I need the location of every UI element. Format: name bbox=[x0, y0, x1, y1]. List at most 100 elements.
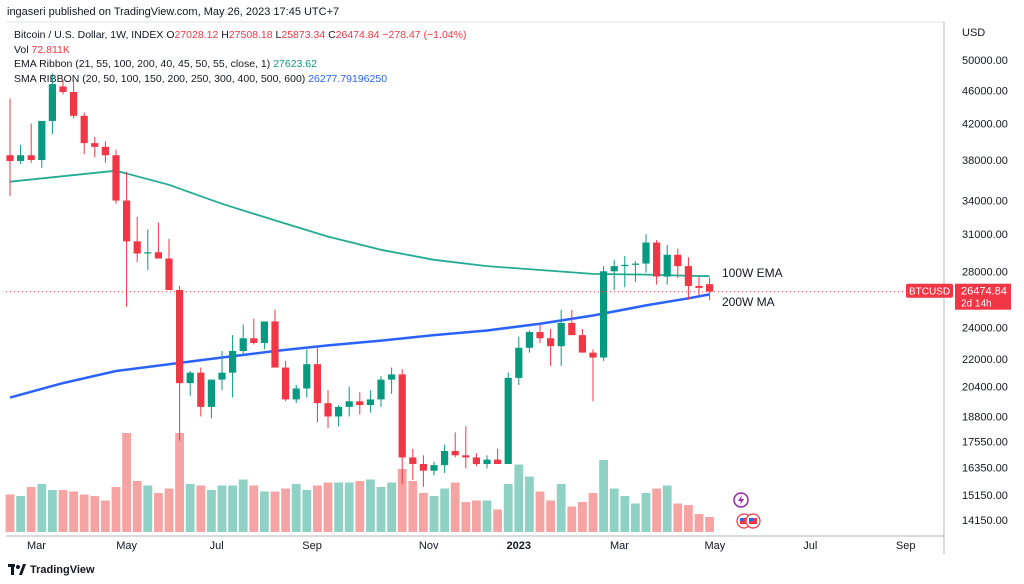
legend-symbol[interactable]: Bitcoin / U.S. Dollar, 1W, INDEX bbox=[14, 29, 164, 41]
volume-bar bbox=[281, 488, 290, 532]
volume-bar bbox=[366, 479, 375, 532]
candle-body bbox=[504, 377, 512, 465]
candle-body bbox=[547, 338, 555, 347]
legend-volume-label[interactable]: Vol bbox=[14, 43, 29, 56]
legend-sma-label[interactable]: SMA RIBBON (20, 50, 100, 150, 200, 250, … bbox=[14, 72, 306, 85]
y-tick-label: 16350.00 bbox=[962, 462, 1008, 474]
volume-bar bbox=[344, 482, 354, 532]
candle-body bbox=[271, 321, 279, 368]
volume-bar bbox=[16, 496, 25, 532]
volume-bar bbox=[376, 487, 386, 532]
footer-brand[interactable]: TradingView bbox=[8, 564, 95, 576]
x-tick-label: May bbox=[116, 540, 137, 552]
candle-body bbox=[123, 200, 131, 242]
volume-bar bbox=[291, 484, 301, 532]
candle-body bbox=[695, 285, 703, 288]
volume-bar bbox=[673, 503, 683, 532]
candle-body bbox=[207, 379, 215, 407]
legend-sma-row: SMA RIBBON (20, 50, 100, 150, 200, 250, … bbox=[14, 72, 466, 87]
candle-body bbox=[229, 350, 237, 373]
y-tick-label: 31000.00 bbox=[962, 229, 1008, 241]
legend-symbol-row: Bitcoin / U.S. Dollar, 1W, INDEX O27028.… bbox=[14, 28, 466, 43]
legend-ema-row: EMA Ribbon (21, 55, 100, 200, 40, 45, 50… bbox=[14, 57, 466, 72]
volume-bar bbox=[69, 491, 78, 532]
candle-body bbox=[600, 271, 608, 358]
candle-body bbox=[80, 115, 88, 144]
y-tick-label: 22000.00 bbox=[962, 354, 1008, 366]
y-tick-label: 17550.00 bbox=[962, 437, 1008, 449]
symbol-badge bbox=[906, 283, 953, 298]
volume-bar bbox=[228, 485, 237, 532]
candle-body bbox=[398, 374, 406, 458]
candle-body bbox=[536, 332, 544, 339]
y-tick-label: 28000.00 bbox=[962, 266, 1008, 278]
candle-body bbox=[197, 372, 205, 407]
candle-body bbox=[684, 266, 692, 286]
candle-body bbox=[409, 457, 417, 465]
price-badge-countdown: 2d 14h bbox=[961, 299, 992, 310]
candle-body bbox=[38, 120, 46, 161]
candle-body bbox=[91, 143, 99, 147]
legend-sma-value: 26277.79196250 bbox=[308, 72, 388, 85]
volume-bar bbox=[5, 494, 15, 532]
volume-bar bbox=[397, 469, 407, 532]
volume-bar bbox=[419, 493, 428, 532]
candle-body bbox=[430, 465, 438, 471]
candle-body bbox=[6, 155, 14, 161]
candle-body bbox=[663, 254, 671, 277]
volume-bar bbox=[175, 433, 184, 532]
volume-bar bbox=[662, 485, 672, 532]
y-tick-label: 24000.00 bbox=[962, 322, 1008, 334]
candle-body bbox=[335, 406, 343, 417]
candle-body bbox=[642, 242, 650, 264]
sma-200w-line bbox=[9, 293, 710, 399]
volume-bar bbox=[260, 491, 269, 532]
currency-label[interactable]: USD bbox=[962, 27, 986, 39]
x-tick-label: May bbox=[705, 540, 726, 552]
volume-bar bbox=[450, 482, 460, 532]
candle-body bbox=[653, 242, 661, 277]
y-tick-label: 46000.00 bbox=[962, 85, 1008, 97]
y-tick-label: 15150.00 bbox=[962, 490, 1008, 502]
volume-bar bbox=[90, 496, 100, 532]
event-icons bbox=[733, 492, 761, 529]
candle-body bbox=[366, 399, 374, 406]
volume-bar bbox=[482, 500, 492, 532]
volume-bar bbox=[525, 476, 534, 532]
volume-bar bbox=[620, 496, 630, 532]
legend-change: −278.47 (−1.04%) bbox=[382, 29, 467, 41]
legend-low-value: 25873.34 bbox=[281, 29, 326, 41]
legend-open-label: O bbox=[166, 29, 175, 41]
footer-brand-label: TradingView bbox=[30, 564, 95, 576]
candle-body bbox=[165, 258, 173, 290]
candle-body bbox=[589, 352, 597, 358]
ema-annotation: 100W EMA bbox=[722, 266, 783, 280]
volume-bar bbox=[79, 494, 89, 532]
legend-volume-value: 72.811K bbox=[31, 43, 70, 56]
candle-body bbox=[313, 364, 321, 404]
y-tick-label: 42000.00 bbox=[962, 119, 1008, 131]
candle-body bbox=[144, 252, 152, 254]
volume-bar bbox=[631, 503, 640, 532]
volume-bar bbox=[122, 433, 131, 532]
volume-bar bbox=[217, 485, 227, 532]
x-tick-label: Jul bbox=[210, 540, 224, 552]
y-tick-label: 50000.00 bbox=[962, 55, 1008, 67]
candle-body bbox=[377, 379, 385, 400]
candle-body bbox=[17, 155, 25, 161]
candle-body bbox=[324, 403, 332, 417]
legend-ema-label[interactable]: EMA Ribbon (21, 55, 100, 200, 40, 45, 50… bbox=[14, 58, 271, 70]
volume-bar bbox=[355, 481, 365, 532]
volume-bar bbox=[705, 517, 714, 532]
y-tick-label: 34000.00 bbox=[962, 196, 1008, 208]
volume-bar bbox=[154, 493, 163, 532]
candle-body bbox=[239, 338, 247, 351]
y-axis: 50000.00 46000.00 42000.00 38000.00 34000.00… bbox=[962, 55, 1008, 527]
volume-bar bbox=[503, 484, 513, 532]
volume-bar bbox=[461, 502, 471, 532]
volume-bar bbox=[302, 490, 312, 532]
candle-body bbox=[706, 284, 714, 292]
volume-bar bbox=[249, 485, 259, 532]
volume-bar bbox=[535, 491, 545, 532]
